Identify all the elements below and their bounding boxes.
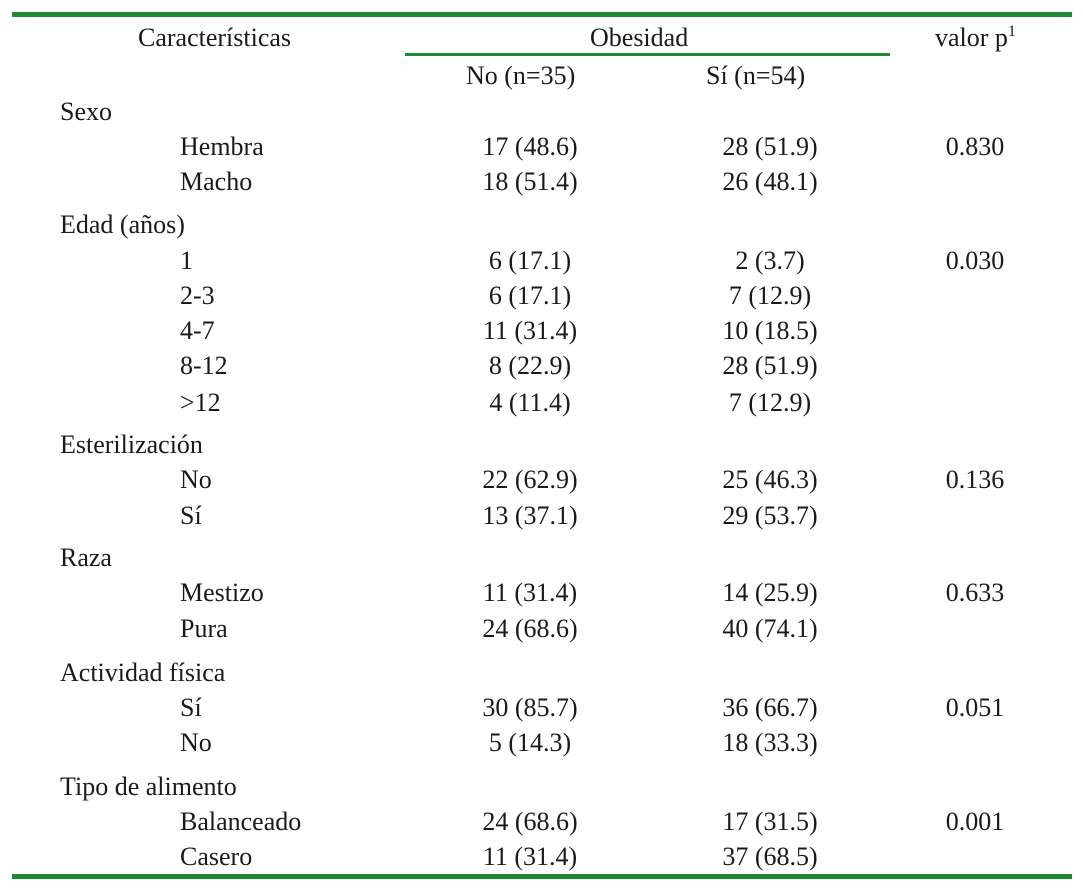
category-actividad-fisica: Actividad física (60, 658, 226, 687)
cell-si: 14 (25.9) (722, 578, 818, 607)
row-label: 4-7 (180, 316, 215, 345)
header-p-value: valor p1 (935, 23, 1016, 53)
cell-no: 5 (14.3) (488, 728, 572, 757)
cell-si: 36 (66.7) (722, 693, 818, 722)
category-raza: Raza (60, 543, 112, 572)
cell-si: 2 (3.7) (735, 246, 805, 275)
table-row: Mestizo 11 (31.4) 14 (25.9) 0.633 (0, 578, 1083, 608)
table-row: 8-12 8 (22.9) 28 (51.9) (0, 351, 1083, 381)
cell-no: 24 (68.6) (482, 807, 578, 836)
table-row: Balanceado 24 (68.6) 17 (31.5) 0.001 (0, 807, 1083, 837)
cell-si: 28 (51.9) (722, 132, 818, 161)
cell-no: 18 (51.4) (482, 167, 578, 196)
cell-no: 13 (37.1) (482, 501, 578, 530)
cell-si: 7 (12.9) (728, 281, 812, 310)
table-bottom-rule (12, 874, 1072, 879)
row-label: Casero (180, 842, 253, 871)
table-row: Pura 24 (68.6) 40 (74.1) (0, 614, 1083, 644)
row-label: Macho (180, 167, 253, 196)
cell-no: 22 (62.9) (482, 465, 578, 494)
cell-no: 6 (17.1) (488, 246, 572, 275)
header-col-no: No (n=35) (466, 61, 576, 90)
row-label: Pura (180, 614, 228, 643)
category-tipo-de-alimento: Tipo de alimento (60, 772, 237, 801)
row-label: 1 (180, 246, 193, 275)
cell-si: 7 (12.9) (728, 388, 812, 417)
row-label: Sí (180, 501, 202, 530)
table-row: No 22 (62.9) 25 (46.3) 0.136 (0, 465, 1083, 495)
table-row: Macho 18 (51.4) 26 (48.1) (0, 167, 1083, 197)
table-row: 2-3 6 (17.1) 7 (12.9) (0, 281, 1083, 311)
cell-si: 28 (51.9) (722, 351, 818, 380)
cell-si: 10 (18.5) (722, 316, 818, 345)
cell-no: 24 (68.6) (482, 614, 578, 643)
table-top-rule (12, 12, 1072, 17)
cell-no: 4 (11.4) (489, 388, 571, 417)
row-label: 2-3 (180, 281, 215, 310)
category-edad: Edad (años) (60, 210, 185, 239)
table-row: 1 6 (17.1) 2 (3.7) 0.030 (0, 246, 1083, 276)
cell-no: 11 (31.4) (482, 842, 578, 871)
table-row: Hembra 17 (48.6) 28 (51.9) 0.830 (0, 132, 1083, 162)
row-label: No (180, 728, 212, 757)
category-sexo: Sexo (60, 97, 112, 126)
row-label: Sí (180, 693, 202, 722)
cell-no: 11 (31.4) (482, 316, 578, 345)
cell-p-value: 0.633 (945, 578, 1005, 607)
cell-no: 30 (85.7) (482, 693, 578, 722)
cell-no: 8 (22.9) (488, 351, 572, 380)
cell-si: 37 (68.5) (722, 842, 818, 871)
header-p-label: valor p (935, 23, 1008, 52)
row-label: >12 (180, 388, 221, 417)
cell-si: 40 (74.1) (722, 614, 818, 643)
cell-p-value: 0.051 (945, 693, 1005, 722)
cell-p-value: 0.136 (945, 465, 1005, 494)
row-label: Mestizo (180, 578, 264, 607)
cell-p-value: 0.830 (945, 132, 1005, 161)
cell-p-value: 0.001 (945, 807, 1005, 836)
category-esterilizacion: Esterilización (60, 430, 203, 459)
table-row: >12 4 (11.4) 7 (12.9) (0, 388, 1083, 418)
cell-si: 29 (53.7) (722, 501, 818, 530)
header-p-footnote-marker: 1 (1007, 23, 1016, 40)
header-obesity-group: Obesidad (590, 23, 689, 52)
cell-si: 26 (48.1) (722, 167, 818, 196)
table-row: Sí 30 (85.7) 36 (66.7) 0.051 (0, 693, 1083, 723)
row-label: Hembra (180, 132, 264, 161)
cell-no: 11 (31.4) (482, 578, 578, 607)
cell-no: 17 (48.6) (482, 132, 578, 161)
cell-no: 6 (17.1) (488, 281, 572, 310)
row-label: 8-12 (180, 351, 228, 380)
row-label: Balanceado (180, 807, 302, 836)
header-col-si: Sí (n=54) (706, 61, 806, 90)
cell-si: 17 (31.5) (722, 807, 818, 836)
cell-p-value: 0.030 (945, 246, 1005, 275)
cell-si: 25 (46.3) (722, 465, 818, 494)
table-row: Casero 11 (31.4) 37 (68.5) (0, 842, 1083, 872)
group-underline-rule (405, 53, 890, 56)
cell-si: 18 (33.3) (722, 728, 818, 757)
table-row: 4-7 11 (31.4) 10 (18.5) (0, 316, 1083, 346)
row-label: No (180, 465, 212, 494)
table-row: No 5 (14.3) 18 (33.3) (0, 728, 1083, 758)
header-characteristics: Características (138, 23, 292, 52)
table-row: Sí 13 (37.1) 29 (53.7) (0, 501, 1083, 531)
